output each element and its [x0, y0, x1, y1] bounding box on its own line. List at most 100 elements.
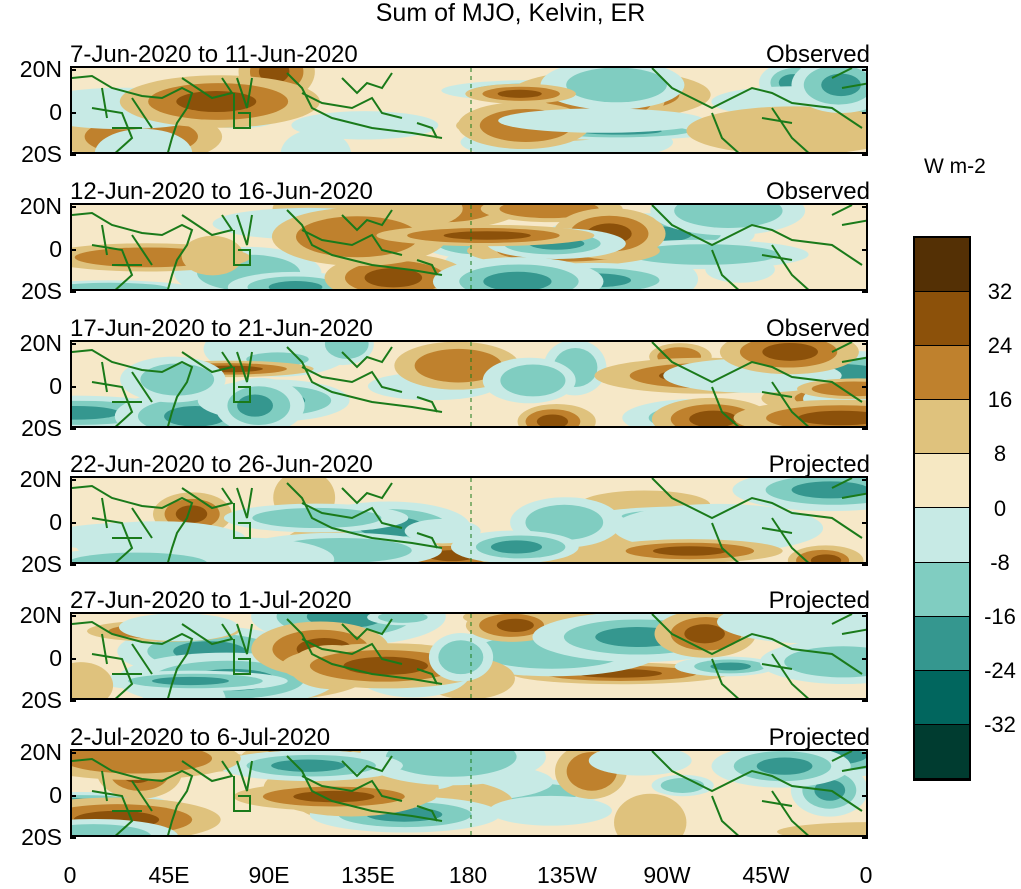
colorbar-label: 0	[993, 495, 1007, 521]
coastline-path	[91, 770, 153, 835]
latitude-tick	[70, 343, 76, 345]
coastlines	[72, 68, 866, 152]
colorbar-segment	[915, 508, 969, 563]
map-panel: 22-Jun-2020 to 26-Jun-2020 Projected 20N 0 2…	[0, 452, 1021, 593]
negative-anomaly-contour	[271, 759, 346, 772]
positive-anomaly-contour	[364, 268, 423, 288]
positive-anomaly-contour	[614, 793, 687, 835]
coastline-path	[286, 755, 443, 822]
positive-anomaly-contour	[762, 342, 818, 361]
coastline-path	[181, 487, 253, 519]
coastline-path	[651, 478, 863, 539]
coastline-path	[72, 348, 194, 426]
longitude-label: 45E	[148, 862, 190, 888]
map-canvas	[72, 478, 866, 562]
negative-anomaly-contour	[72, 405, 120, 420]
latitude-tick	[862, 564, 868, 566]
coastline-path	[711, 653, 810, 698]
coastline-path	[341, 209, 393, 232]
negative-anomaly-contour	[717, 614, 866, 644]
coastline-path	[72, 757, 194, 835]
coastline-path	[181, 623, 253, 655]
coastline-path	[831, 342, 866, 363]
latitude-tick	[70, 154, 76, 156]
latitude-tick	[862, 249, 868, 251]
latitude-label: 0	[49, 782, 62, 808]
coastline-path	[341, 618, 393, 641]
coastline-path	[651, 68, 863, 129]
panel-date-range: 7-Jun-2020 to 11-Jun-2020	[70, 41, 358, 68]
panel-date-range: 12-Jun-2020 to 16-Jun-2020	[70, 178, 373, 205]
colorbar-label: -16	[984, 603, 1016, 629]
positive-anomaly-contour	[176, 91, 257, 112]
coastline-path	[301, 229, 403, 256]
negative-anomaly-contour	[118, 614, 239, 642]
coastlines	[72, 478, 866, 562]
coastline-path	[711, 107, 810, 152]
latitude-tick	[70, 700, 76, 702]
coastline-path	[91, 87, 153, 152]
latitude-label: 20N	[19, 193, 62, 219]
negative-anomaly-contour	[489, 795, 612, 826]
latitude-label: 0	[49, 236, 62, 262]
coastline-path	[301, 638, 403, 665]
negative-anomaly-contour	[710, 662, 751, 671]
latitude-tick	[862, 112, 868, 114]
colorbar-segment	[915, 454, 969, 509]
latitude-tick	[862, 479, 868, 481]
coastline-path	[286, 618, 443, 685]
colorbar-units: W m-2	[924, 155, 986, 178]
coastline-path	[301, 502, 403, 529]
negative-anomaly-contour	[674, 205, 783, 228]
map-canvas	[72, 614, 866, 698]
map-panel: 17-Jun-2020 to 21-Jun-2020 Observed 20N 0 20…	[0, 316, 1021, 457]
coastline-path	[91, 633, 153, 698]
latitude-tick	[862, 795, 868, 797]
negative-anomaly-contour	[252, 507, 382, 529]
positive-anomaly-contour	[810, 554, 842, 562]
latitude-tick	[70, 249, 76, 251]
coastline-path	[831, 614, 866, 635]
latitude-tick	[862, 522, 868, 524]
negative-anomaly-contour	[498, 108, 705, 133]
negative-anomaly-contour	[500, 364, 566, 397]
figure-title: Sum of MJO, Kelvin, ER	[375, 0, 646, 27]
coastline-path	[651, 614, 863, 675]
latitude-tick	[70, 522, 76, 524]
longitude-label: 45W	[742, 862, 790, 888]
coastline-path	[341, 482, 393, 505]
latitude-label: 20S	[21, 278, 62, 304]
latitude-label: 20N	[19, 330, 62, 356]
coastline-path	[831, 751, 866, 772]
latitude-tick	[70, 69, 76, 71]
colorbar-label: 32	[987, 279, 1013, 305]
latitude-label: 0	[49, 509, 62, 535]
latitude-tick	[70, 386, 76, 388]
panel-date-range: 27-Jun-2020 to 1-Jul-2020	[70, 587, 352, 614]
colorbar-label: 16	[987, 387, 1013, 413]
negative-anomaly-contour	[237, 394, 273, 417]
coastline-path	[233, 639, 251, 675]
latitude-label: 20S	[21, 551, 62, 577]
coastline-path	[831, 478, 866, 499]
coastline-path	[233, 503, 251, 539]
olr-anomaly-map	[70, 66, 868, 154]
positive-anomaly-contour	[72, 662, 114, 698]
latitude-tick	[70, 795, 76, 797]
coastline-path	[711, 517, 810, 562]
coastline-path	[831, 205, 866, 226]
panel-status: Projected	[768, 587, 870, 614]
longitude-label: 135W	[536, 862, 598, 888]
coastlines	[72, 751, 866, 835]
coastline-path	[341, 755, 393, 778]
latitude-tick	[70, 658, 76, 660]
olr-anomaly-map	[70, 749, 868, 837]
negative-anomaly-contour	[72, 552, 207, 562]
colorbar-label: 24	[987, 333, 1013, 359]
latitude-label: 20S	[21, 415, 62, 441]
latitude-tick	[862, 206, 868, 208]
map-panel: 2-Jul-2020 to 6-Jul-2020 Projected 20N 0 20S	[0, 725, 1021, 866]
negative-anomaly-contour	[660, 778, 705, 793]
coastline-path	[416, 122, 438, 139]
latitude-tick	[862, 752, 868, 754]
